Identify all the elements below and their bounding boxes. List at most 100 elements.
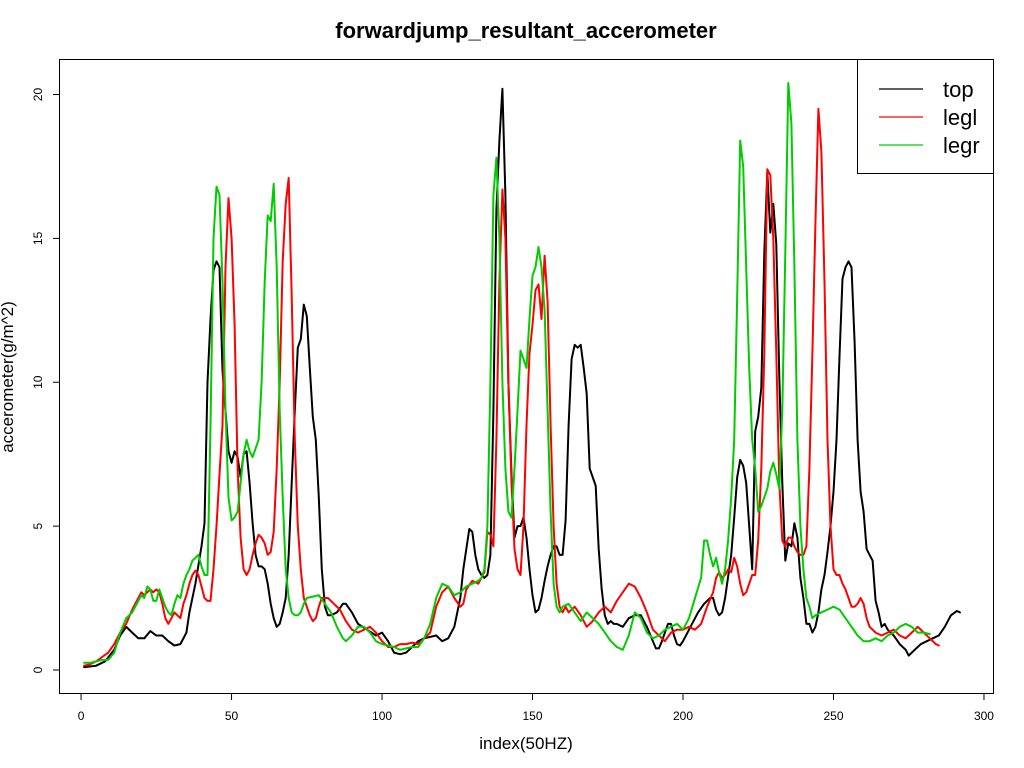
data-point-legl — [857, 603, 859, 605]
data-point-legl — [513, 548, 516, 550]
data-point-top — [537, 609, 540, 611]
data-point-legr — [291, 611, 293, 614]
data-point-legr — [745, 266, 747, 268]
data-point-legr — [808, 606, 811, 608]
data-point-legr — [586, 611, 588, 614]
data-point-legr — [510, 516, 513, 519]
data-point-top — [571, 358, 573, 360]
data-point-legl — [249, 568, 251, 570]
data-point-legr — [282, 496, 284, 498]
data-point-legr — [531, 275, 534, 277]
data-point-legl — [568, 611, 570, 614]
data-point-legr — [778, 488, 780, 490]
data-point-top — [676, 643, 678, 645]
data-point-legl — [559, 606, 561, 608]
data-point-top — [231, 462, 233, 464]
data-point-legl — [863, 603, 865, 605]
series-line-legr — [83, 82, 931, 664]
data-point-legr — [164, 606, 166, 608]
data-point-top — [279, 623, 281, 625]
data-point-legl — [556, 583, 558, 585]
data-point-legl — [748, 583, 750, 585]
data-point-legr — [273, 183, 275, 185]
data-point-legl — [736, 565, 738, 568]
data-point-top — [249, 482, 251, 484]
data-point-top — [297, 347, 299, 349]
data-point-top — [622, 626, 624, 628]
data-point-legl — [766, 168, 768, 170]
data-point-legr — [519, 350, 522, 352]
data-point-top — [875, 600, 877, 602]
data-point-legr — [688, 617, 690, 619]
data-point-legl — [860, 597, 862, 599]
data-point-top — [718, 614, 720, 616]
data-point-top — [899, 643, 901, 645]
data-point-legl — [191, 574, 193, 576]
data-point-top — [667, 623, 669, 625]
data-point-legl — [270, 551, 272, 553]
data-point-top — [252, 522, 254, 524]
data-point-legl — [113, 643, 115, 645]
data-point-legr — [772, 462, 774, 464]
data-point-legl — [444, 588, 446, 591]
data-point-legr — [574, 611, 576, 614]
data-point-top — [887, 629, 889, 631]
data-point-legl — [847, 597, 850, 599]
data-point-top — [95, 665, 97, 667]
data-point-legr — [483, 568, 485, 570]
data-point-legr — [709, 554, 711, 556]
data-point-legl — [820, 151, 823, 153]
x-tick-label: 50 — [225, 709, 239, 723]
data-point-top — [131, 632, 133, 634]
data-point-top — [838, 355, 841, 357]
data-point-legr — [107, 659, 109, 661]
data-point-legl — [586, 626, 588, 628]
data-point-top — [893, 634, 895, 637]
data-point-legl — [273, 531, 275, 533]
data-point-legr — [516, 410, 519, 412]
data-point-legl — [875, 632, 877, 634]
data-point-legl — [453, 597, 455, 599]
data-point-legr — [234, 516, 236, 519]
data-point-legr — [850, 626, 853, 628]
data-point-legr — [881, 640, 883, 642]
data-point-legr — [781, 410, 783, 412]
data-point-top — [285, 597, 287, 599]
data-point-legr — [670, 626, 672, 628]
data-point-legr — [324, 603, 326, 605]
data-point-legl — [489, 534, 491, 536]
data-point-legr — [119, 632, 121, 634]
data-point-legr — [905, 623, 907, 625]
data-point-legr — [628, 634, 630, 637]
y-tick-label: 0 — [31, 666, 45, 673]
data-point-legl — [492, 545, 494, 547]
data-point-top — [492, 410, 494, 412]
data-point-legl — [604, 606, 606, 608]
data-point-legr — [592, 617, 594, 619]
data-point-legl — [787, 537, 789, 539]
data-point-legr — [336, 626, 338, 628]
data-point-legl — [905, 637, 907, 639]
data-point-top — [775, 243, 777, 245]
data-point-legl — [306, 606, 308, 608]
data-point-top — [215, 260, 218, 262]
data-point-legl — [826, 439, 829, 441]
data-point-top — [950, 614, 952, 616]
data-point-legr — [143, 597, 145, 599]
data-point-legl — [893, 629, 895, 631]
data-point-legl — [264, 542, 266, 545]
data-point-top — [291, 482, 293, 484]
data-point-legr — [477, 580, 479, 582]
data-point-legr — [498, 237, 500, 239]
data-point-legr — [652, 637, 654, 639]
data-point-legl — [574, 606, 576, 608]
data-point-top — [137, 637, 139, 639]
data-point-legr — [417, 646, 419, 648]
data-point-legr — [264, 281, 266, 283]
data-point-top — [802, 597, 805, 599]
data-point-legr — [303, 603, 305, 605]
data-point-legl — [369, 626, 371, 628]
data-point-legr — [682, 629, 684, 631]
data-point-legl — [547, 301, 549, 303]
data-point-top — [610, 620, 612, 622]
